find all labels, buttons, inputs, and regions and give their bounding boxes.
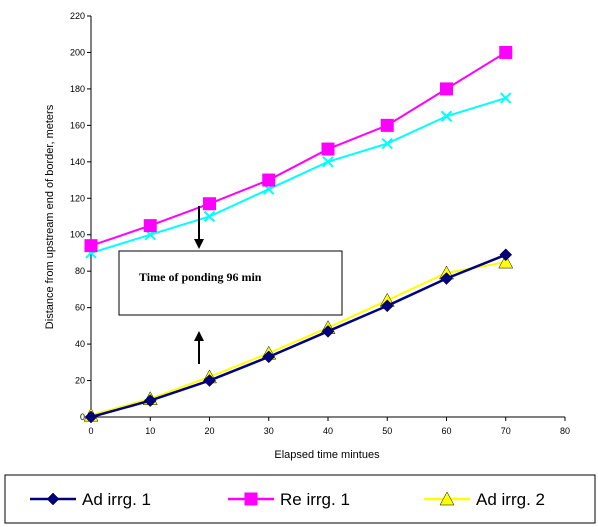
data-point xyxy=(499,45,513,59)
series-layer xyxy=(83,45,514,424)
y-tick-label: 100 xyxy=(70,230,85,240)
data-point xyxy=(498,254,514,269)
axes xyxy=(90,16,565,418)
x-tick-label: 0 xyxy=(88,426,93,436)
legend-marker xyxy=(244,492,258,506)
legend-label: Ad irrg. 2 xyxy=(476,490,545,509)
series-line xyxy=(90,97,507,254)
annotation-box xyxy=(118,250,343,316)
x-tick-label: 20 xyxy=(204,426,214,436)
data-point xyxy=(84,239,98,253)
x-tick-label: 50 xyxy=(382,426,392,436)
y-tick-label: 80 xyxy=(75,266,85,276)
x-tick-label: 10 xyxy=(145,426,155,436)
series-line xyxy=(90,261,506,417)
data-point xyxy=(440,82,453,96)
legend-label: Ad irrg. 1 xyxy=(82,490,151,509)
legend-item: Re irrg. 1 xyxy=(228,490,350,509)
x-tick-label: 80 xyxy=(560,426,570,436)
legend: Ad irrg. 1 Re irrg. 1 Ad irrg. 2 xyxy=(4,474,596,524)
data-point xyxy=(262,173,276,187)
series-1 xyxy=(84,45,513,253)
series-line xyxy=(90,253,507,419)
annotation-text: Time of ponding 96 min xyxy=(139,270,262,284)
data-point xyxy=(143,219,157,233)
data-point xyxy=(381,137,393,150)
x-tick-label: 70 xyxy=(501,426,511,436)
y-tick-label: 200 xyxy=(70,47,85,57)
y-tick-label: 20 xyxy=(75,376,85,386)
ponding-annotation: Time of ponding 96 min xyxy=(118,206,343,364)
data-point xyxy=(321,324,335,338)
data-point xyxy=(321,142,335,156)
data-point xyxy=(499,248,513,262)
legend-item: Ad irrg. 1 xyxy=(30,490,151,509)
y-tick-label: 0 xyxy=(80,412,85,422)
data-point xyxy=(322,156,334,168)
legend-marker xyxy=(439,491,455,506)
legend-label: Re irrg. 1 xyxy=(280,490,350,509)
data-point xyxy=(84,410,98,424)
data-point xyxy=(203,197,216,211)
y-tick-label: 60 xyxy=(75,303,85,313)
y-tick-label: 180 xyxy=(70,84,85,94)
legend-marker xyxy=(46,492,60,506)
data-point xyxy=(262,350,276,364)
data-point xyxy=(203,374,216,387)
series-0 xyxy=(84,248,513,424)
series-3 xyxy=(85,92,512,259)
data-point xyxy=(380,118,394,132)
arrow-up-head xyxy=(194,331,204,341)
legend-item: Ad irrg. 2 xyxy=(424,490,545,509)
arrow-down-head xyxy=(194,239,204,249)
y-tick-label: 220 xyxy=(70,11,85,21)
data-point xyxy=(440,272,453,285)
data-point xyxy=(143,394,157,407)
y-tick-label: 40 xyxy=(75,339,85,349)
y-tick-label: 120 xyxy=(70,193,85,203)
data-point xyxy=(203,210,216,223)
x-tick-label: 30 xyxy=(264,426,274,436)
x-tick-label: 60 xyxy=(441,426,451,436)
data-point xyxy=(440,110,453,122)
data-point xyxy=(500,92,512,104)
x-axis-title: Elapsed time mintues xyxy=(274,449,380,461)
x-tick-label: 40 xyxy=(323,426,333,436)
ticks: 0 20 40 60 80 100 120 140 160 180 200 220 0 10 20 30 40 5… xyxy=(70,11,570,436)
data-point xyxy=(380,299,394,313)
y-tick-label: 140 xyxy=(70,157,85,167)
legend-box xyxy=(4,474,596,524)
series-line xyxy=(90,51,507,247)
y-axis-title: Distance from upstream end of border, me… xyxy=(44,104,56,329)
y-tick-label: 160 xyxy=(70,120,85,130)
